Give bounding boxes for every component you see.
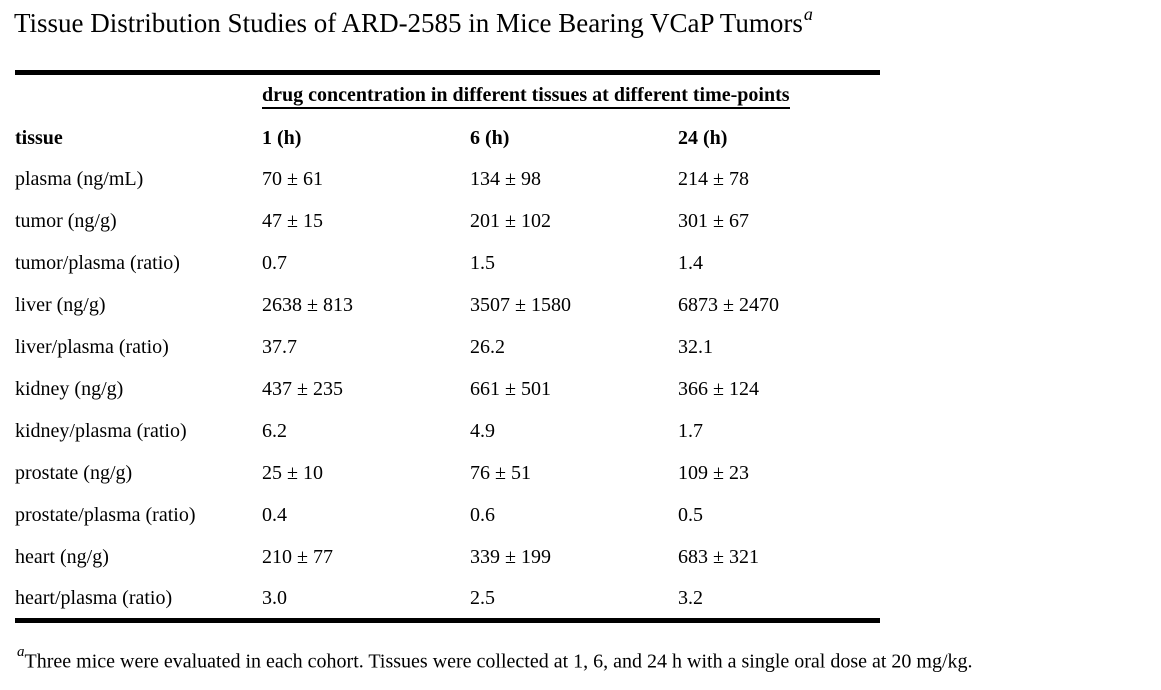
value-cell: 134 ± 98 (470, 168, 541, 190)
tissue-label-cell: prostate/plasma (ratio) (15, 504, 196, 526)
value-cell: 201 ± 102 (470, 210, 551, 232)
table-row: heart (ng/g) 210 ± 77 339 ± 199 683 ± 321 (15, 537, 880, 579)
tissue-label-cell: tumor/plasma (ratio) (15, 252, 180, 274)
value-cell: 0.5 (678, 504, 703, 526)
table-row: liver (ng/g) 2638 ± 813 3507 ± 1580 6873 ± … (15, 285, 880, 327)
value-cell: 76 ± 51 (470, 462, 531, 484)
table-row: plasma (ng/mL) 70 ± 61 134 ± 98 214 ± 78 (15, 159, 880, 201)
value-cell: 0.6 (470, 504, 495, 526)
tissue-label-cell: heart/plasma (ratio) (15, 586, 173, 609)
value-cell: 37.7 (262, 336, 297, 358)
table-row: tumor (ng/g) 47 ± 15 201 ± 102 301 ± 67 (15, 201, 880, 243)
spanning-header-row: drug concentration in different tissues … (15, 73, 880, 119)
value-cell: 3.2 (678, 586, 703, 609)
value-cell: 210 ± 77 (262, 546, 333, 568)
value-cell: 6873 ± 2470 (678, 294, 779, 316)
value-cell: 4.9 (470, 420, 495, 442)
value-cell: 0.4 (262, 504, 287, 526)
table-row: kidney (ng/g) 437 ± 235 661 ± 501 366 ± 124 (15, 369, 880, 411)
value-cell: 3507 ± 1580 (470, 294, 571, 316)
spanner-empty-cell (15, 73, 262, 119)
value-cell: 1.5 (470, 252, 495, 274)
table-title-text: Tissue Distribution Studies of ARD-2585 … (14, 8, 803, 38)
column-header-tissue: tissue (15, 127, 63, 149)
value-cell: 2638 ± 813 (262, 294, 353, 316)
footnote-marker: a (17, 644, 25, 660)
value-cell: 26.2 (470, 336, 505, 358)
value-cell: 1.7 (678, 420, 703, 442)
tissue-distribution-table: drug concentration in different tissues … (15, 70, 881, 623)
spanning-header-text: drug concentration in different tissues … (262, 84, 790, 110)
table-row: liver/plasma (ratio) 37.7 26.2 32.1 (15, 327, 880, 369)
table-row: prostate/plasma (ratio) 0.4 0.6 0.5 (15, 495, 880, 537)
table-row: tumor/plasma (ratio) 0.7 1.5 1.4 (15, 243, 880, 285)
table-title: Tissue Distribution Studies of ARD-2585 … (14, 4, 813, 39)
table-footnote: aThree mice were evaluated in each cohor… (17, 644, 973, 674)
value-cell: 109 ± 23 (678, 462, 749, 484)
value-cell: 661 ± 501 (470, 378, 551, 400)
tissue-label-cell: heart (ng/g) (15, 546, 109, 568)
table-row: prostate (ng/g) 25 ± 10 76 ± 51 109 ± 23 (15, 453, 880, 495)
value-cell: 0.7 (262, 252, 287, 274)
value-cell: 214 ± 78 (678, 168, 749, 190)
table-row: kidney/plasma (ratio) 6.2 4.9 1.7 (15, 411, 880, 453)
title-footnote-marker: a (803, 4, 813, 24)
column-header-1h: 1 (h) (262, 127, 302, 149)
spanning-header-cell: drug concentration in different tissues … (262, 73, 880, 119)
value-cell: 6.2 (262, 420, 287, 442)
column-header-row: tissue 1 (h) 6 (h) 24 (h) (15, 119, 880, 159)
tissue-label-cell: kidney/plasma (ratio) (15, 420, 187, 442)
tissue-label-cell: plasma (ng/mL) (15, 168, 144, 190)
tissue-label-cell: liver/plasma (ratio) (15, 336, 169, 358)
value-cell: 32.1 (678, 336, 713, 358)
value-cell: 70 ± 61 (262, 168, 323, 190)
tissue-label-cell: kidney (ng/g) (15, 378, 124, 400)
value-cell: 301 ± 67 (678, 210, 749, 232)
table-row: heart/plasma (ratio) 3.0 2.5 3.2 (15, 579, 880, 621)
value-cell: 2.5 (470, 586, 495, 609)
value-cell: 3.0 (262, 586, 287, 609)
footnote-text: Three mice were evaluated in each cohort… (24, 650, 973, 673)
tissue-label-cell: liver (ng/g) (15, 294, 106, 316)
value-cell: 339 ± 199 (470, 546, 551, 568)
value-cell: 437 ± 235 (262, 378, 343, 400)
value-cell: 366 ± 124 (678, 378, 759, 400)
value-cell: 25 ± 10 (262, 462, 323, 484)
table-body: plasma (ng/mL) 70 ± 61 134 ± 98 214 ± 78 tum… (15, 159, 880, 621)
column-header-6h: 6 (h) (470, 127, 510, 149)
value-cell: 683 ± 321 (678, 546, 759, 568)
column-header-24h: 24 (h) (678, 127, 728, 149)
value-cell: 1.4 (678, 252, 703, 274)
tissue-label-cell: tumor (ng/g) (15, 210, 117, 232)
tissue-label-cell: prostate (ng/g) (15, 462, 133, 484)
value-cell: 47 ± 15 (262, 210, 323, 232)
